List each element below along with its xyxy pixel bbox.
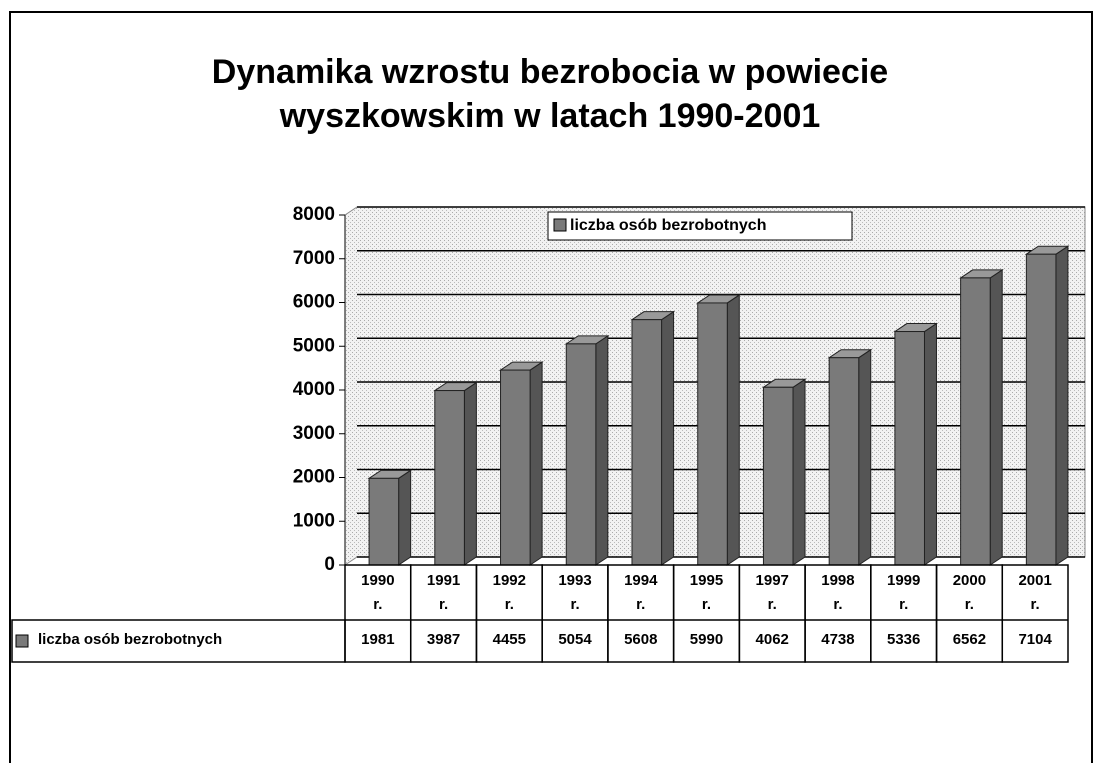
x-tick-label: 1998 r. <box>821 572 855 613</box>
y-tick-label: 0 <box>324 554 335 575</box>
table-value-box: 4455 <box>492 631 526 648</box>
table-value: 4738 <box>821 631 855 648</box>
x-tick-label-box: 1997 r. <box>755 572 789 613</box>
bar-side <box>398 469 412 566</box>
table-cell <box>1001 564 1069 663</box>
bar-side <box>726 294 740 566</box>
x-tick-label: 1997 r. <box>755 572 789 613</box>
bar-side <box>661 310 675 566</box>
x-tick-label: 1991 r. <box>426 572 461 613</box>
table-value-box: 1981 <box>361 631 395 648</box>
table-value-box: 4062 <box>755 631 789 648</box>
y-tick-label: 3000 <box>293 423 335 444</box>
table-value: 5990 <box>689 631 724 648</box>
bar-side <box>858 348 872 566</box>
table-value-box: 5336 <box>886 631 921 648</box>
table-value-box: 3987 <box>426 631 461 648</box>
bar-side <box>989 268 1003 566</box>
legend-label: liczba osób bezrobotnych <box>570 217 766 234</box>
x-tick-label: 1994 r. <box>624 572 658 613</box>
bar <box>368 477 400 566</box>
table-value: 1981 <box>361 631 395 648</box>
bar <box>1025 253 1057 566</box>
x-tick-label-box: 1999 r. <box>886 572 921 613</box>
table-row-label: liczba osób bezrobotnych <box>38 631 223 648</box>
table-value-box: 7104 <box>1018 631 1052 648</box>
x-tick-label-box: 1991 r. <box>426 572 461 613</box>
table-value: 3987 <box>426 631 461 648</box>
y-tick-label: 7000 <box>293 248 335 269</box>
x-tick-label: 1992 r. <box>492 572 526 613</box>
table-value: 6562 <box>952 631 987 648</box>
title-box: Dynamika wzrostu bezrobocia w powiecie w… <box>211 53 889 135</box>
x-tick-label: 1995 r. <box>689 572 724 613</box>
table-value-box: 5990 <box>689 631 724 648</box>
table-swatch <box>15 634 29 648</box>
y-tick-label: 8000 <box>293 204 335 225</box>
table-value: 7104 <box>1018 631 1052 648</box>
bar-side <box>923 322 937 566</box>
frame <box>9 11 1093 763</box>
bar <box>894 331 925 566</box>
x-tick-label-box: 1994 r. <box>624 572 658 613</box>
bar <box>697 302 728 566</box>
y-tick-label: 6000 <box>293 292 335 313</box>
chart-title: Dynamika wzrostu bezrobocia w powiecie w… <box>211 53 889 135</box>
x-tick-label-box: 1993 r. <box>558 572 592 613</box>
x-tick-label-box: 1992 r. <box>492 572 526 613</box>
y-tick-label: 2000 <box>293 467 335 488</box>
table-value: 5054 <box>558 631 592 648</box>
bar <box>960 277 991 566</box>
x-tick-label: 1999 r. <box>886 572 921 613</box>
bar <box>828 357 860 566</box>
x-tick-label-box: 2000 r. <box>952 572 987 613</box>
y-tick-label: 1000 <box>293 510 335 531</box>
legend-swatch <box>553 218 567 232</box>
table-row-label-box: liczba osób bezrobotnych <box>38 631 223 648</box>
bar-side <box>463 381 477 566</box>
bar-side <box>1055 245 1069 566</box>
table-value: 4455 <box>492 631 526 648</box>
table-value-box: 5608 <box>624 631 658 648</box>
legend-box <box>547 211 853 241</box>
bar <box>500 369 531 566</box>
table-value-box: 6562 <box>952 631 987 648</box>
x-tick-label-box: 1990 r. <box>361 572 395 613</box>
table-value: 5336 <box>886 631 921 648</box>
bar-side <box>529 361 543 566</box>
x-tick-label-box: 1998 r. <box>821 572 855 613</box>
bar <box>762 386 794 566</box>
table-value-box: 4738 <box>821 631 855 648</box>
table-value-box: 5054 <box>558 631 592 648</box>
x-tick-label: 1993 r. <box>558 572 592 613</box>
x-tick-label: 2000 r. <box>952 572 987 613</box>
x-tick-label-box: 2001 r. <box>1018 572 1052 613</box>
x-tick-label: 2001 r. <box>1018 572 1052 613</box>
bar-side <box>792 378 806 566</box>
y-tick-label: 5000 <box>293 335 335 356</box>
bar <box>565 343 597 566</box>
x-tick-label-box: 1995 r. <box>689 572 724 613</box>
x-tick-label: 1990 r. <box>361 572 395 613</box>
bar-side <box>595 334 609 566</box>
table-value: 4062 <box>755 631 789 648</box>
bar <box>434 390 465 566</box>
table-value: 5608 <box>624 631 658 648</box>
y-tick-label: 4000 <box>293 379 335 400</box>
bar <box>631 319 663 566</box>
